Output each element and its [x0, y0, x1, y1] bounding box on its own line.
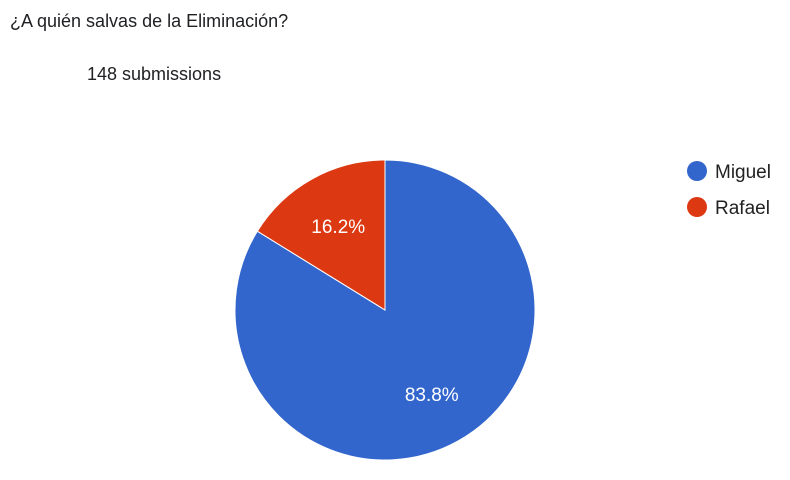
slice-label-miguel: 83.8% [405, 385, 459, 406]
chart-legend: Miguel Rafael [687, 161, 771, 219]
pie-slices [234, 159, 536, 461]
legend-item-miguel[interactable]: Miguel [687, 161, 771, 183]
question-title: ¿A quién salvas de la Eliminación? [10, 11, 289, 31]
legend-item-rafael[interactable]: Rafael [687, 197, 770, 219]
legend-swatch-miguel [687, 161, 707, 181]
legend-label-miguel: Miguel [715, 162, 771, 183]
pie-slice-miguel[interactable] [234, 159, 536, 461]
slice-label-rafael: 16.2% [311, 217, 365, 238]
pie-slice-rafael[interactable] [256, 159, 386, 311]
response-count: 148 submissions [87, 64, 222, 84]
legend-label-rafael: Rafael [715, 198, 770, 219]
legend-swatch-rafael [687, 197, 707, 217]
pie-slice-labels: 83.8% 16.2% [311, 217, 459, 406]
